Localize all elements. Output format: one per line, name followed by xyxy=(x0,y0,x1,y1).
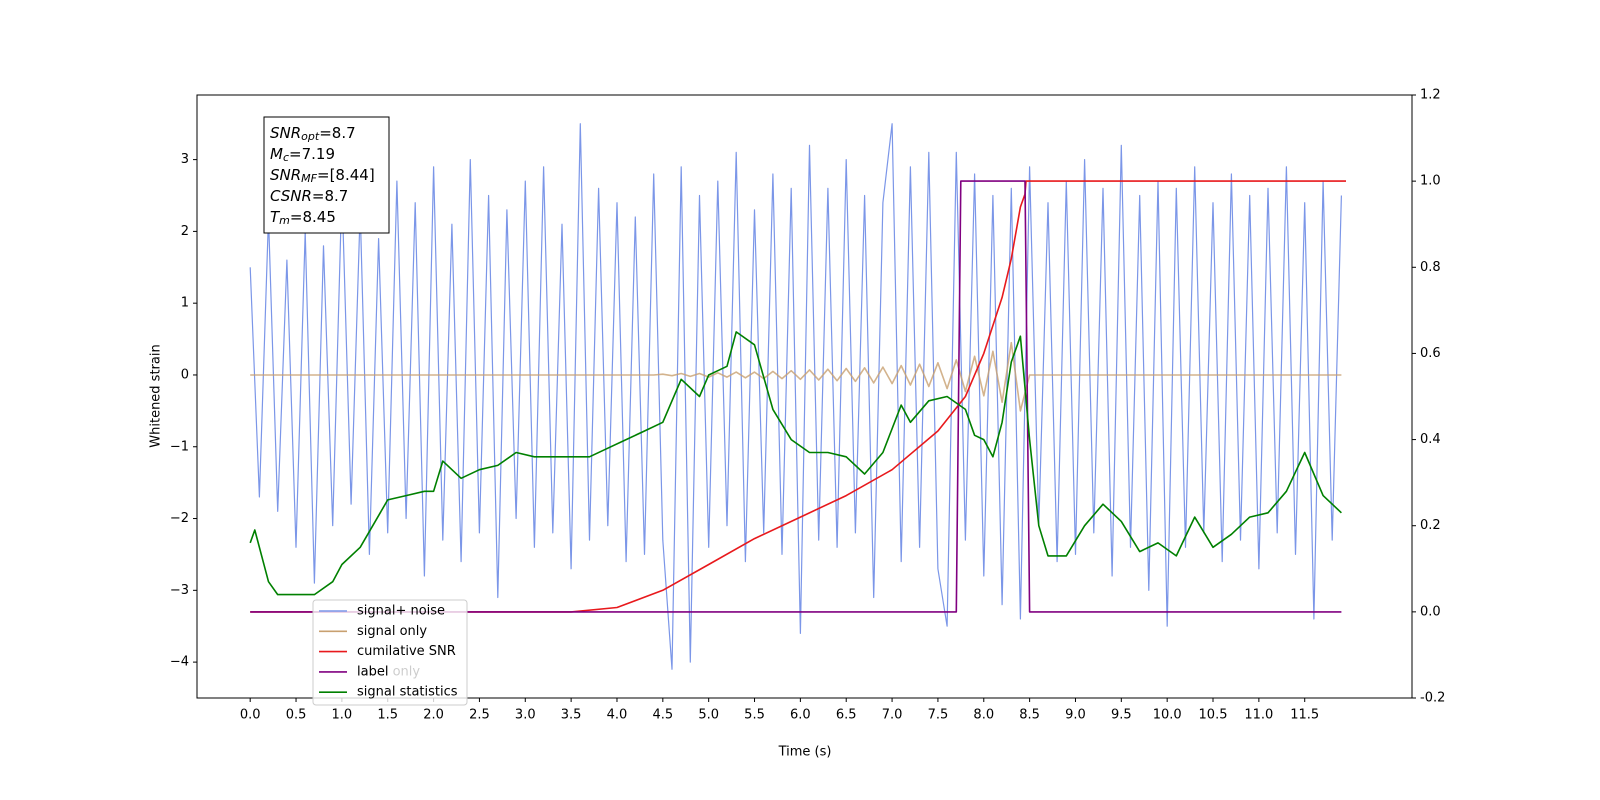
y2-tick-label: 0.8 xyxy=(1420,260,1441,275)
legend-label: signal only xyxy=(357,624,427,639)
x-tick-label: 2.0 xyxy=(423,708,444,723)
annotation-symbol: T xyxy=(270,208,281,226)
legend-label: signal statistics xyxy=(357,685,458,700)
annotation-symbol: SNR xyxy=(270,124,301,142)
x-tick-label: 3.5 xyxy=(561,708,582,723)
annotation-value: =8.45 xyxy=(290,208,336,226)
x-tick-label: 9.0 xyxy=(1065,708,1086,723)
x-tick-label: 10.0 xyxy=(1153,708,1182,723)
annotation-value: =[8.44] xyxy=(317,166,375,184)
series-line xyxy=(250,341,1342,412)
x-tick-label: 2.5 xyxy=(469,708,490,723)
x-tick-label: 4.0 xyxy=(607,708,628,723)
annotation-subscript: MF xyxy=(301,172,317,185)
x-tick-label: 8.5 xyxy=(1019,708,1040,723)
x-tick-label: 1.0 xyxy=(332,708,353,723)
annotation-text: Tm=8.45 xyxy=(270,208,336,228)
annotation-value: =8.7 xyxy=(312,187,348,205)
x-tick-label: 7.5 xyxy=(928,708,949,723)
annotation-frame xyxy=(263,116,390,234)
x-tick-label: 7.0 xyxy=(882,708,903,723)
legend-label: cumilative SNR xyxy=(357,644,456,659)
annotation-symbol: SNR xyxy=(270,166,301,184)
series-line xyxy=(249,123,1342,670)
x-tick-label: 9.5 xyxy=(1111,708,1132,723)
y2-tick-label: 1.0 xyxy=(1420,174,1441,189)
x-tick-label: 11.5 xyxy=(1290,708,1319,723)
annotation-symbol: M xyxy=(270,145,283,163)
x-tick-label: 3.0 xyxy=(515,708,536,723)
annotation-subscript: m xyxy=(279,214,290,227)
series-line xyxy=(249,331,1342,596)
x-tick-label: 6.0 xyxy=(790,708,811,723)
annotation-value: =8.7 xyxy=(319,124,355,142)
axes-frame xyxy=(196,94,1413,699)
legend-label: label xyxy=(357,664,388,679)
y2-tick-label: 1.2 xyxy=(1420,88,1441,103)
x-tick-label: 0.5 xyxy=(286,708,307,723)
annotation-text: CSNR=8.7 xyxy=(270,187,348,205)
annotation-subscript: c xyxy=(283,151,289,164)
plot-area xyxy=(249,123,1346,670)
annotation-text: SNRMF=[8.44] xyxy=(270,166,375,186)
x-tick-label: 10.5 xyxy=(1199,708,1228,723)
legend: signal+ noise signal only cumilative SNR la… xyxy=(312,599,468,706)
x-tick-label: 0.0 xyxy=(240,708,261,723)
annotation-symbol: CSNR xyxy=(270,187,312,205)
annotation-text: SNRopt=8.7 xyxy=(270,124,356,144)
y-tick-label: −4 xyxy=(170,655,189,670)
x-axis-label: Time (s) xyxy=(778,745,832,760)
x-tick-label: 5.5 xyxy=(744,708,765,723)
y-tick-label: 2 xyxy=(181,224,189,239)
annotation-text: Mc=7.19 xyxy=(270,145,335,165)
y2-tick-label: 0.6 xyxy=(1420,346,1441,361)
y2-tick-label: 0.0 xyxy=(1420,604,1441,619)
y-tick-label: 0 xyxy=(181,367,189,382)
y-tick-label: −1 xyxy=(170,439,189,454)
y-axis-label: Whitened strain xyxy=(149,344,164,447)
series-line xyxy=(250,180,1346,613)
annotation-subscript: opt xyxy=(301,130,320,143)
x-tick-label: 8.0 xyxy=(973,708,994,723)
y2-tick-label: 0.4 xyxy=(1420,432,1441,447)
annotation-value: =7.19 xyxy=(289,145,335,163)
y2-tick-label: 0.2 xyxy=(1420,518,1441,533)
series-line xyxy=(250,180,1342,613)
y-tick-label: 3 xyxy=(181,152,189,167)
y2-tick-label: -0.2 xyxy=(1420,691,1445,706)
x-tick-label: 5.0 xyxy=(698,708,719,723)
annotation-box: SNRopt=8.7Mc=7.19SNRMF=[8.44]CSNR=8.7Tm=… xyxy=(263,116,390,234)
y-tick-label: −2 xyxy=(170,511,189,526)
legend-frame xyxy=(312,599,468,706)
x-tick-label: 1.5 xyxy=(377,708,398,723)
y-tick-label: 1 xyxy=(181,296,189,311)
x-tick-label: 4.5 xyxy=(652,708,673,723)
legend-label: signal+ noise xyxy=(357,604,445,619)
x-tick-label: 6.5 xyxy=(836,708,857,723)
x-tick-label: 11.0 xyxy=(1244,708,1273,723)
y-tick-label: −3 xyxy=(170,583,189,598)
